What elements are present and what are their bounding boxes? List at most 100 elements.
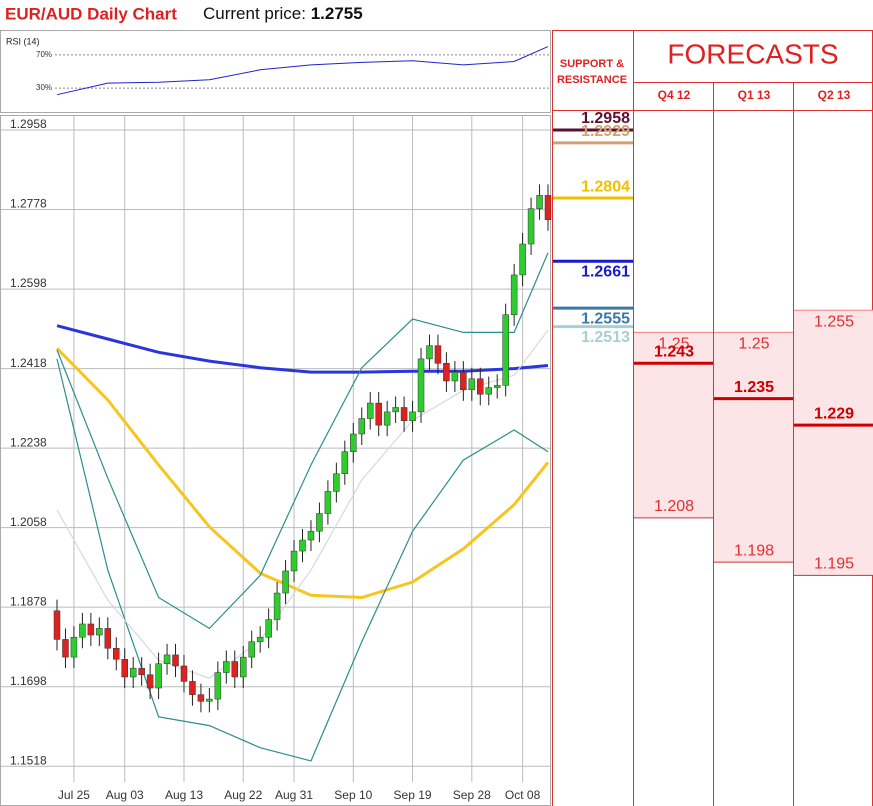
forecast-range: [714, 332, 793, 563]
candle-body: [502, 314, 509, 386]
range-low: 1.198: [734, 542, 774, 559]
sr-label: 1.2929: [581, 123, 630, 140]
candle-body: [265, 619, 272, 638]
candle-body: [544, 195, 552, 220]
candle-body: [510, 274, 518, 315]
candle-body: [333, 473, 340, 492]
candle-body: [256, 636, 264, 642]
candle-body: [113, 648, 120, 660]
candle-body: [316, 513, 323, 532]
range-high: 1.255: [814, 314, 854, 331]
rsi-tick-label: 70%: [36, 50, 52, 59]
sr-title: RESISTANCE: [557, 74, 627, 86]
x-tick-label: Aug 03: [106, 788, 144, 802]
quarter-label: Q2 13: [818, 88, 851, 102]
candle-body: [206, 698, 213, 702]
indicator-line: [56, 252, 549, 630]
sr-label: 1.2661: [581, 263, 630, 280]
candle-body: [87, 623, 95, 636]
candle-body: [62, 639, 69, 658]
x-tick-label: Sep 28: [453, 788, 491, 802]
candle-body: [493, 385, 501, 388]
candle-body: [358, 418, 366, 435]
candle-body: [121, 659, 128, 678]
x-tick-label: Sep 10: [334, 788, 372, 802]
candle-body: [53, 610, 61, 640]
candle-body: [417, 358, 425, 413]
range-low: 1.208: [654, 498, 694, 515]
candle-body: [477, 378, 484, 395]
quarter-label: Q4 12: [658, 88, 691, 102]
sr-label: 1.2958: [581, 110, 630, 127]
rsi-panel: [0, 30, 551, 113]
rsi-tick-label: 30%: [36, 83, 52, 92]
current-price: 1.2755: [311, 4, 363, 23]
sr-label: 1.2555: [581, 310, 630, 327]
candle-body: [273, 592, 281, 620]
plot-area: [0, 115, 551, 806]
range-low: 1.195: [814, 556, 854, 573]
forecast-value: 1.235: [734, 379, 774, 396]
candle-body: [172, 654, 179, 667]
candle-body: [400, 407, 408, 421]
y-tick-label: 1.2598: [10, 276, 47, 290]
x-tick-label: Oct 08: [505, 788, 541, 802]
candle-body: [129, 667, 137, 678]
x-tick-label: Jul 25: [58, 788, 90, 802]
x-tick-label: Sep 19: [394, 788, 432, 802]
chart-title: EUR/AUD Daily Chart: [5, 4, 177, 23]
candle-body: [527, 208, 535, 245]
candle-body: [146, 674, 154, 689]
candle-body: [443, 363, 450, 382]
candle-body: [460, 371, 467, 391]
candle-body: [231, 661, 239, 678]
candle-body: [519, 243, 526, 276]
candle-body: [392, 407, 399, 413]
x-tick-label: Aug 22: [224, 788, 262, 802]
range-high: 1.25: [738, 336, 769, 353]
candle-body: [214, 672, 222, 700]
candle-body: [248, 641, 255, 658]
candle-body: [290, 550, 298, 572]
candle-body: [366, 402, 374, 419]
x-tick-label: Aug 31: [275, 788, 313, 802]
x-tick-label: Aug 13: [165, 788, 203, 802]
y-tick-label: 1.2778: [10, 197, 47, 211]
forecast-value: 1.243: [654, 344, 694, 361]
candle-body: [96, 628, 103, 636]
price-label: Current price: 1.2755: [203, 4, 363, 23]
current-price-label: Current price:: [203, 4, 306, 23]
forecast-value: 1.229: [814, 405, 854, 422]
forecast-range: [794, 310, 873, 576]
candle-body: [307, 530, 315, 541]
candle-body: [223, 661, 230, 673]
candle-body: [485, 387, 492, 395]
candle-body: [299, 539, 306, 552]
y-tick-label: 1.1878: [10, 594, 47, 608]
candle-body: [434, 345, 442, 364]
y-tick-label: 1.2958: [10, 117, 47, 131]
candle-body: [536, 195, 543, 209]
y-tick-label: 1.2058: [10, 515, 47, 529]
candle-body: [468, 378, 476, 391]
quarter-label: Q1 13: [738, 88, 771, 102]
range-high: 1.25: [658, 336, 689, 353]
candle-body: [163, 654, 171, 664]
sr-title: SUPPORT &: [560, 58, 624, 70]
candle-body: [426, 345, 433, 360]
sr-label: 1.2513: [581, 329, 630, 346]
sr-label: 1.2804: [581, 178, 630, 195]
candle-body: [324, 491, 332, 514]
candle-body: [341, 451, 349, 475]
y-tick-label: 1.2238: [10, 435, 47, 449]
candle-body: [70, 636, 78, 658]
candle-body: [282, 570, 289, 594]
candle-body: [375, 402, 382, 426]
y-tick-label: 1.2418: [10, 356, 47, 370]
y-tick-label: 1.1698: [10, 674, 47, 688]
rsi-title: RSI (14): [6, 36, 40, 46]
candle-body: [104, 628, 112, 649]
candle-body: [409, 411, 416, 421]
candle-body: [180, 665, 188, 682]
candle-body: [383, 411, 391, 426]
